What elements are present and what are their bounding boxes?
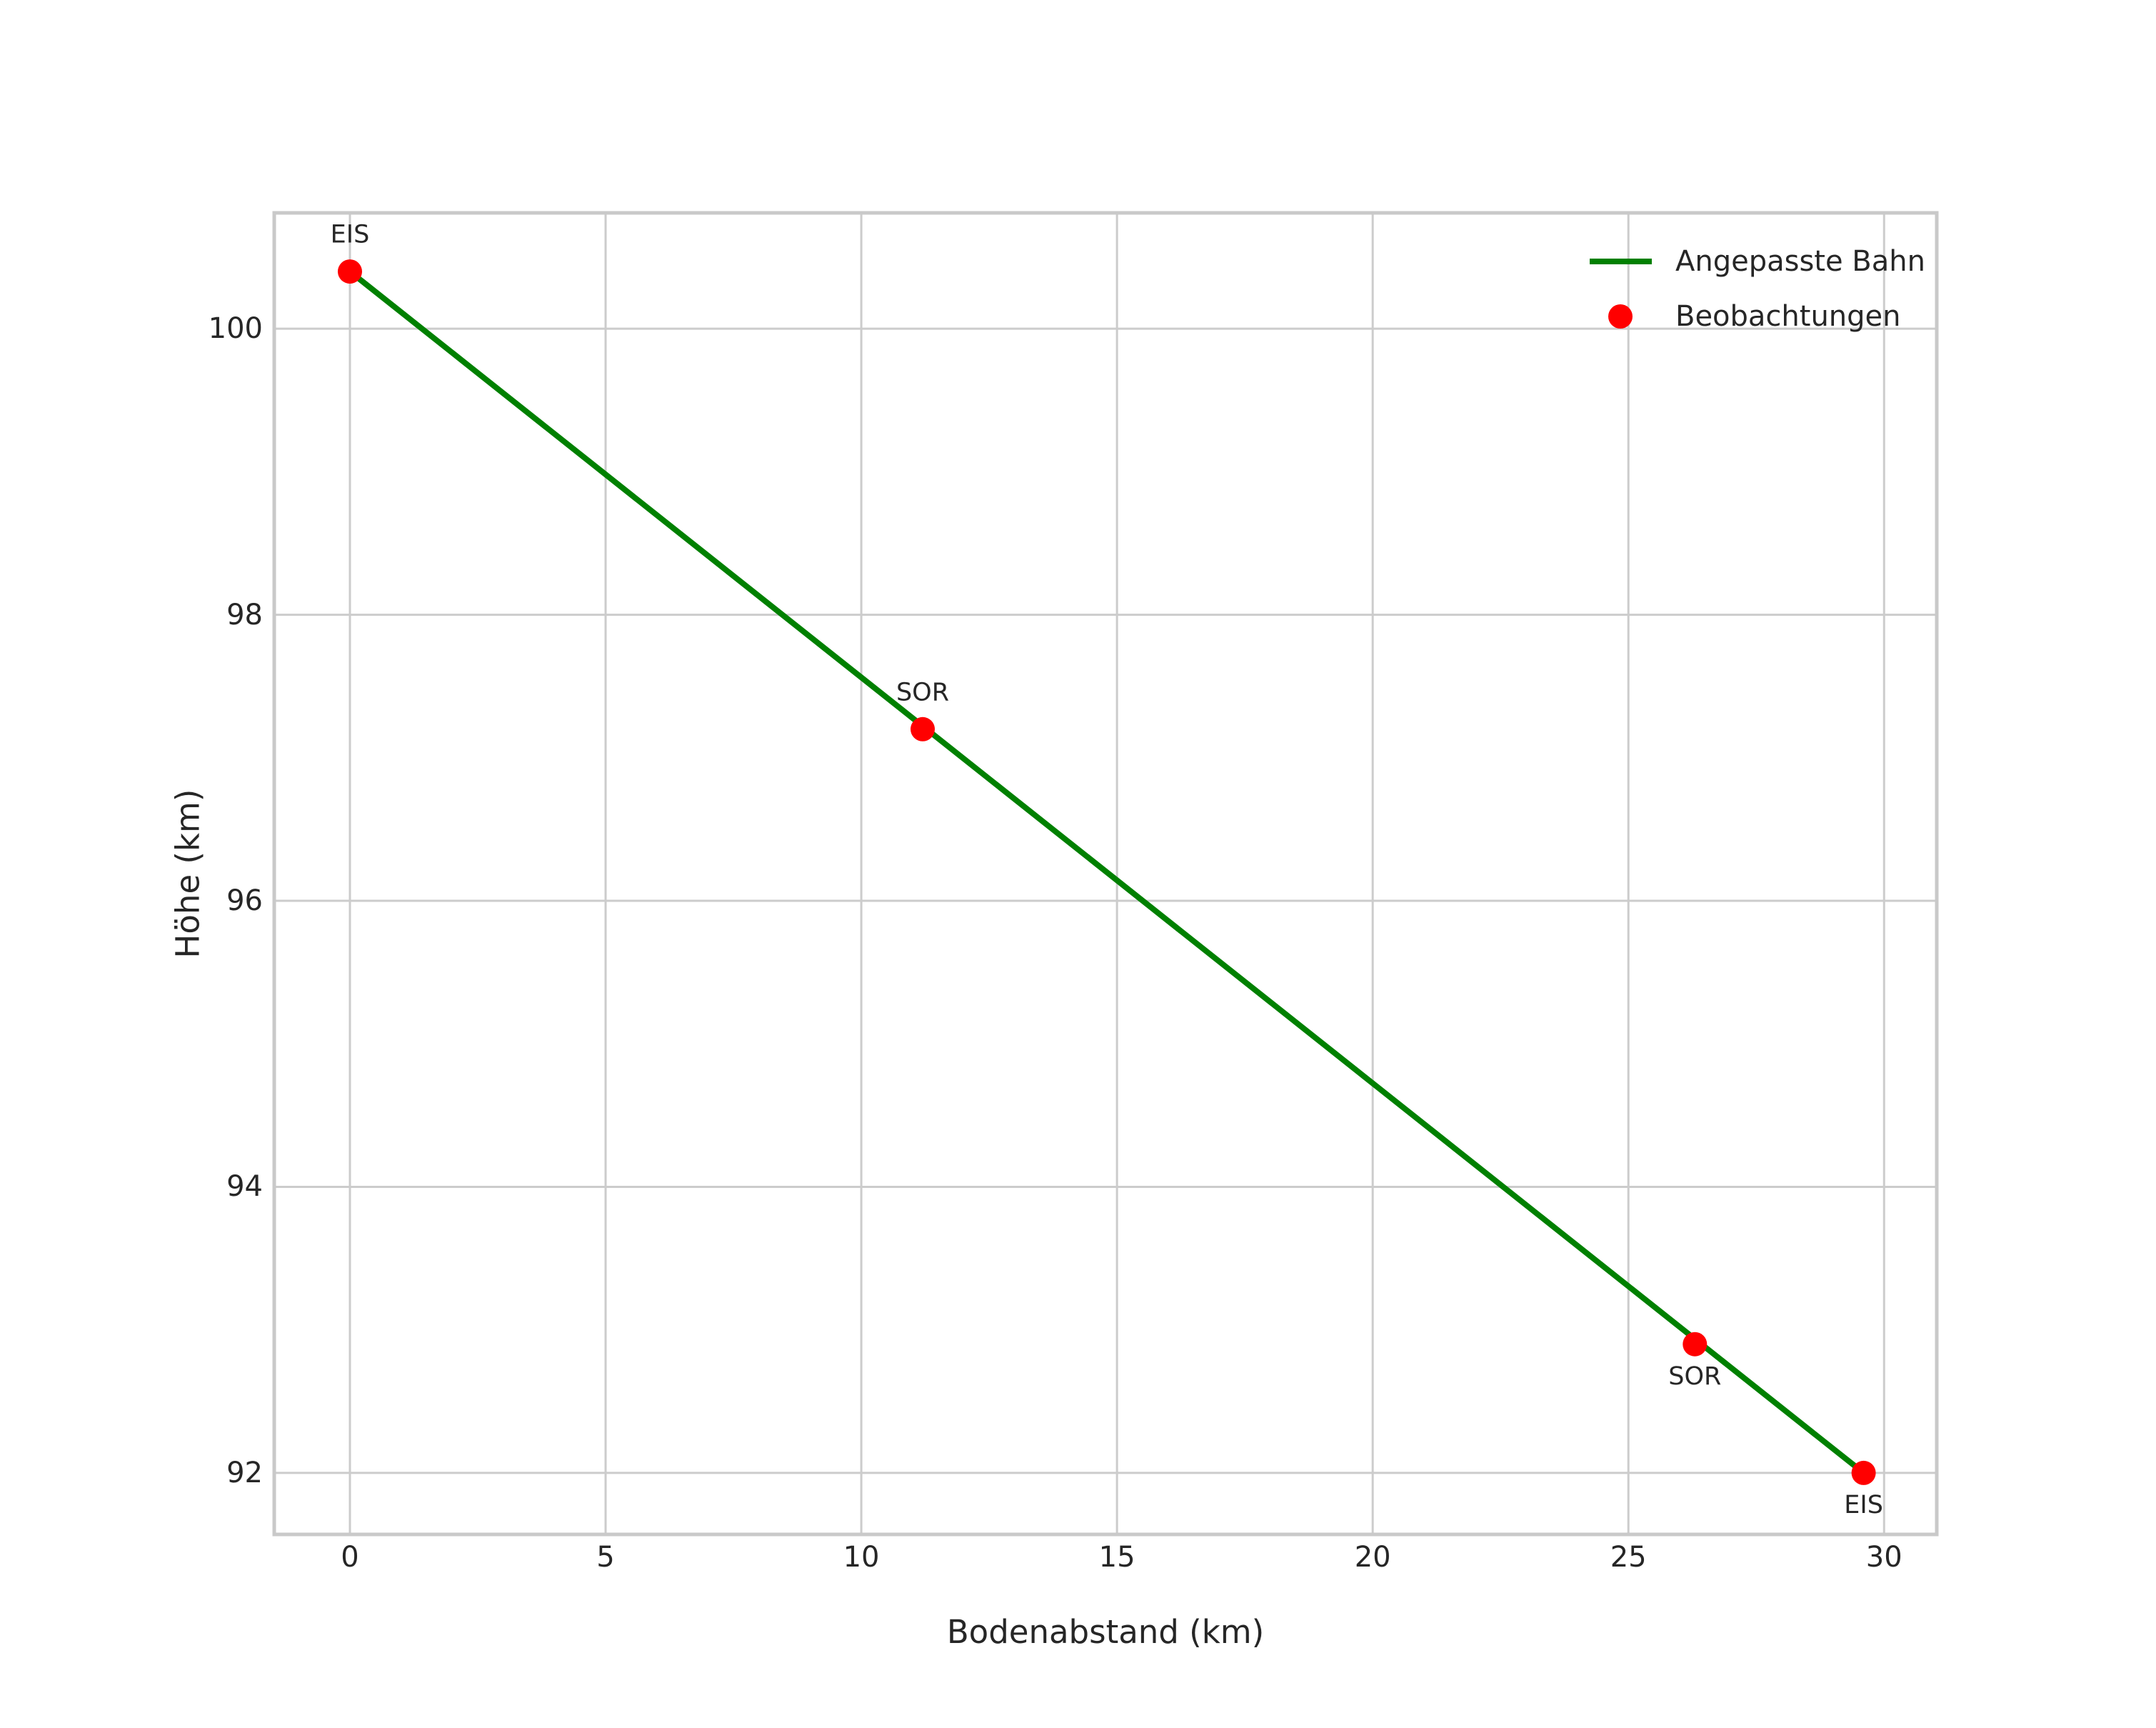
legend-swatch-box: [1589, 258, 1652, 264]
x-axis-tick-label: 30: [1865, 1541, 1902, 1574]
x-axis-label: Bodenabstand (km): [946, 1613, 1265, 1651]
legend-item-label: Beobachtungen: [1675, 299, 1901, 333]
point-label: SOR: [896, 678, 950, 707]
fitted-line: [346, 269, 1867, 1476]
y-axis-tick-label: 100: [208, 312, 263, 346]
x-axis-tick-label: 20: [1354, 1541, 1391, 1574]
observation-point: [1683, 1332, 1708, 1357]
legend-item-observations: Beobachtungen: [1589, 289, 1925, 344]
axes-frame: [272, 211, 1939, 1537]
marker-swatch-icon: [1608, 304, 1633, 329]
y-axis-tick-label: 98: [226, 598, 263, 631]
point-label: EIS: [1844, 1490, 1883, 1519]
point-label: SOR: [1668, 1362, 1722, 1391]
x-axis-tick-label: 5: [596, 1541, 615, 1574]
x-axis-tick-label: 25: [1610, 1541, 1647, 1574]
observation-point: [337, 259, 362, 284]
y-axis-tick-label: 92: [226, 1456, 263, 1489]
legend: Angepasste Bahn Beobachtungen: [1589, 234, 1925, 344]
observation-point: [1851, 1460, 1876, 1485]
x-axis-tick-label: 10: [843, 1541, 880, 1574]
y-axis-label: Höhe (km): [169, 789, 207, 959]
legend-swatch-box: [1589, 304, 1652, 329]
legend-item-fitted-line: Angepasste Bahn: [1589, 234, 1925, 289]
y-axis-tick-label: 94: [226, 1170, 263, 1204]
x-axis-tick-label: 15: [1098, 1541, 1135, 1574]
legend-item-label: Angepasste Bahn: [1675, 244, 1925, 278]
line-swatch-icon: [1589, 258, 1652, 264]
y-axis-tick-label: 96: [226, 884, 263, 918]
x-axis-tick-label: 0: [341, 1541, 359, 1574]
observation-point: [910, 716, 935, 741]
point-label: EIS: [330, 220, 370, 249]
